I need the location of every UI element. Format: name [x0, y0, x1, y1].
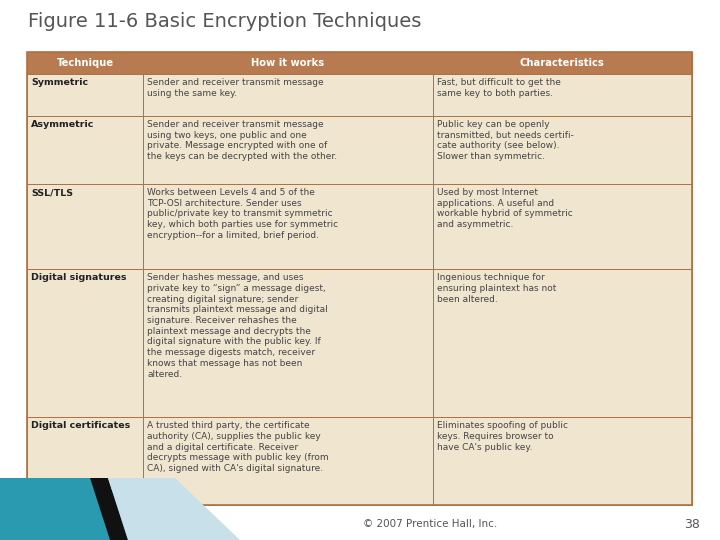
Polygon shape: [0, 478, 160, 540]
Text: SSL/TLS: SSL/TLS: [31, 188, 73, 197]
Bar: [27, 52, 692, 74]
Text: Sender hashes message, and uses
private key to “sign” a message digest,
creating: Sender hashes message, and uses private …: [148, 273, 328, 379]
Bar: [143, 417, 433, 505]
Text: Characteristics: Characteristics: [520, 58, 605, 68]
Bar: [27, 417, 143, 505]
Bar: [433, 417, 692, 505]
Bar: [143, 74, 433, 116]
Text: Public key can be openly
transmitted, but needs certifi-
cate authority (see bel: Public key can be openly transmitted, bu…: [436, 120, 574, 161]
Bar: [433, 74, 692, 116]
Bar: [143, 116, 433, 184]
Text: Asymmetric: Asymmetric: [31, 120, 94, 129]
Text: A trusted third party, the certificate
authority (CA), supplies the public key
a: A trusted third party, the certificate a…: [148, 421, 329, 473]
Bar: [27, 116, 143, 184]
Text: Used by most Internet
applications. A useful and
workable hybrid of symmetric
an: Used by most Internet applications. A us…: [436, 188, 572, 230]
Text: Eliminates spoofing of public
keys. Requires browser to
have CA's public key.: Eliminates spoofing of public keys. Requ…: [436, 421, 567, 451]
Bar: [27, 74, 143, 116]
Text: Figure 11-6 Basic Encryption Techniques: Figure 11-6 Basic Encryption Techniques: [28, 12, 421, 31]
Text: Symmetric: Symmetric: [31, 78, 88, 87]
Text: © 2007 Prentice Hall, Inc.: © 2007 Prentice Hall, Inc.: [363, 519, 497, 529]
Polygon shape: [108, 478, 240, 540]
Bar: [27, 269, 143, 417]
Text: Sender and receiver transmit message
using two keys, one public and one
private.: Sender and receiver transmit message usi…: [148, 120, 338, 161]
Text: Technique: Technique: [57, 58, 114, 68]
Text: Fast, but difficult to get the
same key to both parties.: Fast, but difficult to get the same key …: [436, 78, 561, 98]
Bar: [27, 52, 692, 505]
Polygon shape: [90, 478, 128, 540]
Bar: [143, 184, 433, 269]
Text: How it works: How it works: [251, 58, 325, 68]
Bar: [27, 184, 143, 269]
Text: Digital signatures: Digital signatures: [31, 273, 127, 282]
Bar: [433, 116, 692, 184]
Bar: [433, 269, 692, 417]
Text: Ingenious technique for
ensuring plaintext has not
been altered.: Ingenious technique for ensuring plainte…: [436, 273, 556, 303]
Text: Digital certificates: Digital certificates: [31, 421, 130, 430]
Text: Works between Levels 4 and 5 of the
TCP-OSI architecture. Sender uses
public/pri: Works between Levels 4 and 5 of the TCP-…: [148, 188, 338, 240]
Text: 38: 38: [684, 517, 700, 530]
Bar: [143, 269, 433, 417]
Text: Sender and receiver transmit message
using the same key.: Sender and receiver transmit message usi…: [148, 78, 324, 98]
Bar: [433, 184, 692, 269]
